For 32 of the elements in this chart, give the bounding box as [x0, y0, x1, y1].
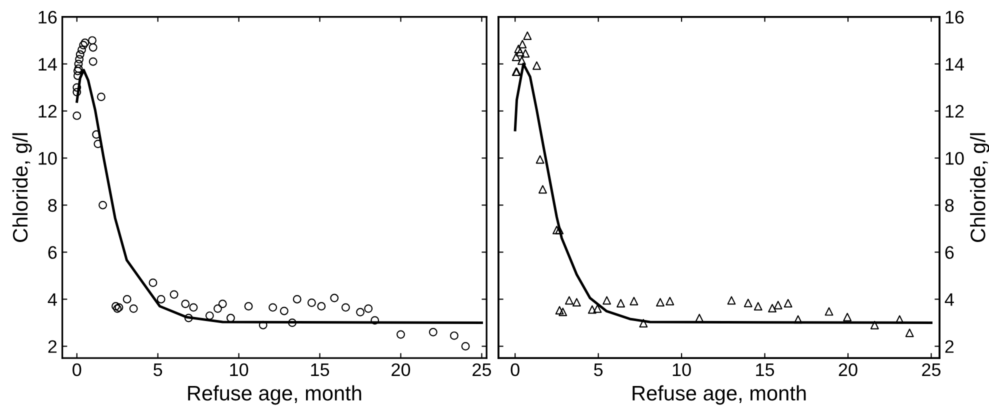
y-tick-label: 10 — [38, 152, 57, 165]
x-tick-label: 25 — [472, 363, 492, 376]
x-tick-label: 10 — [230, 363, 248, 376]
y-tick-label: 8 — [48, 199, 57, 212]
y2-tick-label: 10 — [946, 152, 964, 165]
y-tick-label: 12 — [38, 104, 57, 118]
x-tick-label: 0 — [72, 363, 82, 376]
x-tick-label: 5 — [594, 364, 603, 376]
x-tick-label: 15 — [311, 364, 330, 376]
x-axis-title: Refuse age, month — [188, 385, 362, 405]
x-tick-label: 25 — [922, 363, 941, 376]
y2-tick-label: 12 — [946, 104, 964, 118]
y2-tick-label: 8 — [945, 199, 954, 212]
y-tick-label: 6 — [48, 246, 57, 259]
y2-tick-label: 2 — [945, 340, 954, 353]
y-tick-label: 14 — [38, 58, 57, 70]
x-tick-label: 0 — [510, 363, 520, 376]
y-tick-label: 4 — [48, 293, 57, 306]
x-tick-label: 15 — [756, 364, 774, 376]
x-tick-label: 10 — [672, 363, 691, 376]
y2-tick-label: 6 — [945, 246, 954, 259]
x-tick-label: 20 — [838, 363, 858, 376]
y2-tick-label: 16 — [946, 10, 964, 24]
x-tick-label: 5 — [154, 364, 162, 376]
y2-axis-title: Chloride, g/l — [970, 133, 989, 242]
y-axis-title: Chloride, g/l — [12, 133, 32, 242]
x-axis-title: Refuse age, month — [632, 385, 806, 405]
y-tick-label: 2 — [48, 340, 57, 353]
y2-tick-label: 14 — [946, 58, 964, 70]
y-tick-label: 16 — [38, 10, 57, 24]
y2-tick-label: 4 — [944, 293, 954, 306]
x-tick-label: 20 — [392, 363, 410, 376]
